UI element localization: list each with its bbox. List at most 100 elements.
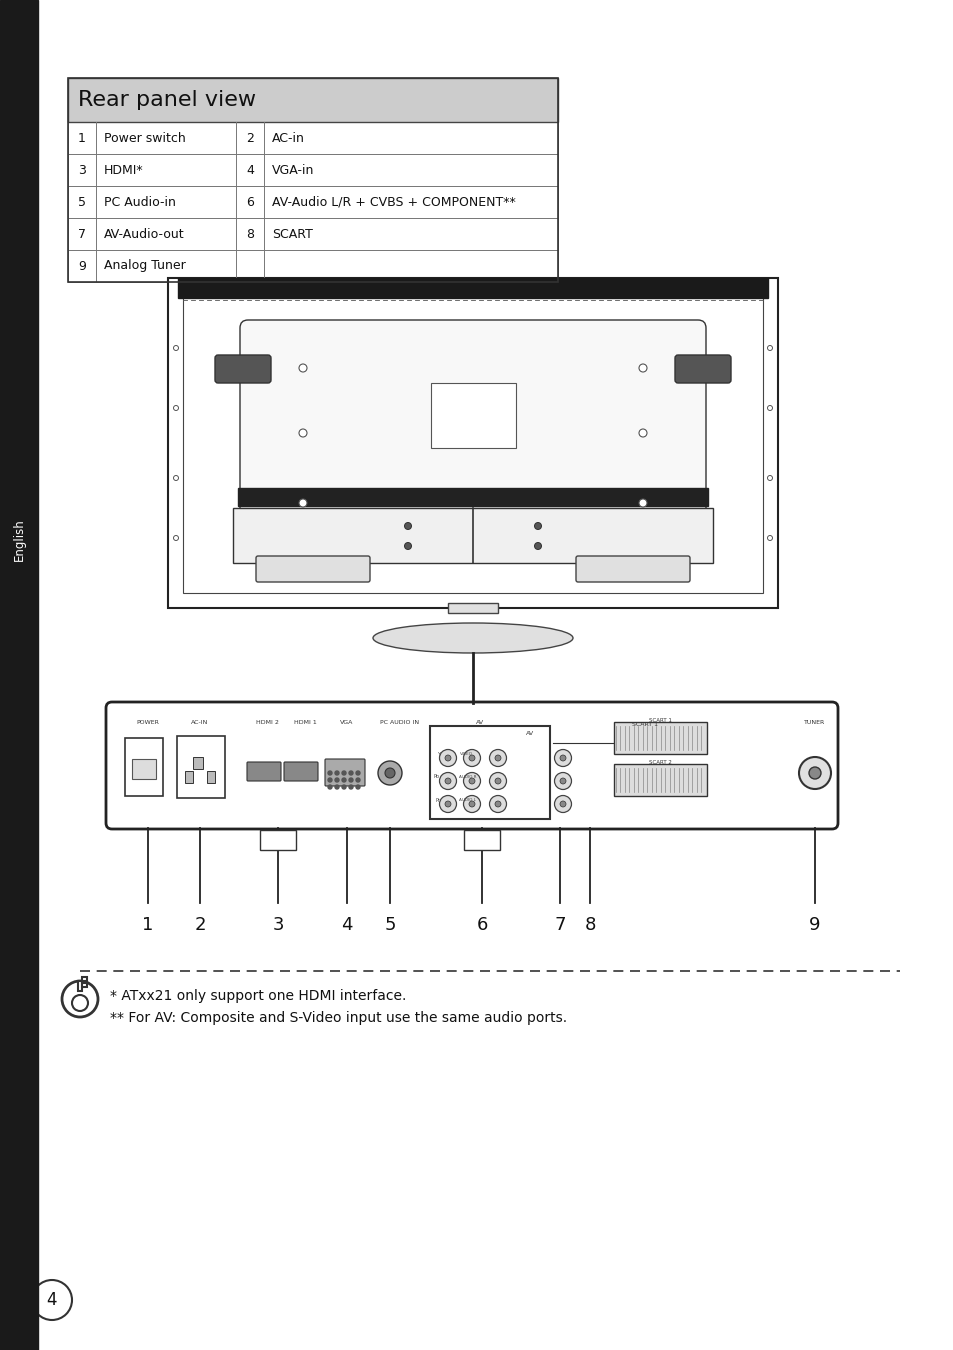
Bar — [183, 293, 762, 593]
Text: AC-IN: AC-IN — [192, 720, 209, 725]
Circle shape — [767, 536, 772, 540]
Circle shape — [767, 475, 772, 481]
Circle shape — [767, 405, 772, 410]
Text: AV-Audio L/R + CVBS + COMPONENT**: AV-Audio L/R + CVBS + COMPONENT** — [272, 196, 516, 208]
Text: 8: 8 — [246, 228, 253, 240]
Text: 4: 4 — [341, 917, 353, 934]
Text: VGA-in: VGA-in — [272, 163, 314, 177]
Circle shape — [495, 801, 500, 807]
Circle shape — [463, 795, 480, 813]
Circle shape — [559, 801, 565, 807]
Circle shape — [463, 749, 480, 767]
Circle shape — [173, 536, 178, 540]
Text: AV-Audio-out: AV-Audio-out — [104, 228, 185, 240]
Circle shape — [469, 755, 475, 761]
Text: 8: 8 — [583, 917, 595, 934]
Circle shape — [404, 522, 411, 529]
Text: SCART: SCART — [272, 228, 313, 240]
Text: HDMI*: HDMI* — [104, 163, 144, 177]
Text: 9: 9 — [78, 259, 86, 273]
Bar — [68, 250, 558, 282]
Circle shape — [489, 772, 506, 790]
Text: POWER: POWER — [136, 720, 159, 725]
Circle shape — [335, 778, 338, 782]
Text: AUDIO L: AUDIO L — [458, 798, 476, 802]
Bar — [260, 830, 295, 850]
Bar — [431, 383, 516, 448]
Text: AV: AV — [525, 730, 534, 736]
Circle shape — [444, 755, 451, 761]
Text: 4: 4 — [246, 163, 253, 177]
Text: 1: 1 — [142, 917, 153, 934]
Text: 4: 4 — [47, 1291, 57, 1310]
Text: Rear panel view: Rear panel view — [78, 90, 255, 109]
Circle shape — [489, 795, 506, 813]
Bar — [430, 726, 550, 819]
Circle shape — [298, 364, 307, 373]
Circle shape — [349, 784, 353, 788]
Text: 5: 5 — [78, 196, 86, 208]
Circle shape — [639, 500, 646, 508]
Text: 7: 7 — [78, 228, 86, 240]
Circle shape — [559, 755, 565, 761]
Bar — [614, 764, 706, 796]
Circle shape — [767, 346, 772, 351]
Text: TUNER: TUNER — [803, 720, 824, 725]
Text: 1: 1 — [78, 131, 86, 144]
Text: VGA: VGA — [340, 720, 354, 725]
Circle shape — [444, 778, 451, 784]
Bar — [68, 217, 558, 250]
Text: 5: 5 — [384, 917, 395, 934]
Circle shape — [32, 1280, 71, 1320]
Text: 2: 2 — [246, 131, 253, 144]
Text: 6: 6 — [476, 917, 487, 934]
Text: PC AUDIO IN: PC AUDIO IN — [380, 720, 419, 725]
Text: * ATxx21 only support one HDMI interface.: * ATxx21 only support one HDMI interface… — [110, 990, 406, 1003]
Circle shape — [328, 771, 332, 775]
Circle shape — [173, 405, 178, 410]
Circle shape — [439, 772, 456, 790]
FancyBboxPatch shape — [255, 556, 370, 582]
Circle shape — [639, 364, 646, 373]
Circle shape — [328, 784, 332, 788]
Circle shape — [554, 795, 571, 813]
FancyBboxPatch shape — [576, 556, 689, 582]
Circle shape — [463, 772, 480, 790]
Text: English: English — [12, 518, 26, 562]
Bar — [68, 122, 558, 154]
Bar — [233, 508, 712, 563]
Text: SCART 1: SCART 1 — [631, 722, 658, 728]
Text: 3: 3 — [272, 917, 283, 934]
Text: AC-in: AC-in — [272, 131, 305, 144]
Text: HDMI 1: HDMI 1 — [294, 720, 316, 725]
Circle shape — [341, 771, 346, 775]
Text: 6: 6 — [246, 196, 253, 208]
Bar — [448, 603, 497, 613]
Circle shape — [495, 778, 500, 784]
FancyBboxPatch shape — [214, 355, 271, 383]
Bar — [68, 154, 558, 186]
Text: SCART 2: SCART 2 — [648, 760, 671, 765]
Text: Y: Y — [436, 752, 439, 756]
Circle shape — [808, 767, 821, 779]
Circle shape — [298, 429, 307, 437]
Circle shape — [377, 761, 401, 784]
Bar — [132, 759, 156, 779]
Circle shape — [335, 771, 338, 775]
Bar — [207, 771, 214, 783]
Circle shape — [439, 749, 456, 767]
Circle shape — [554, 772, 571, 790]
Circle shape — [62, 981, 98, 1017]
FancyBboxPatch shape — [675, 355, 730, 383]
Bar — [237, 487, 707, 506]
Circle shape — [335, 784, 338, 788]
Circle shape — [489, 749, 506, 767]
Text: 3: 3 — [78, 163, 86, 177]
Circle shape — [355, 778, 359, 782]
Circle shape — [404, 543, 411, 549]
Circle shape — [173, 475, 178, 481]
Circle shape — [385, 768, 395, 778]
Text: 2: 2 — [194, 917, 206, 934]
Bar — [82, 977, 87, 981]
Text: VIDEO: VIDEO — [459, 752, 473, 756]
